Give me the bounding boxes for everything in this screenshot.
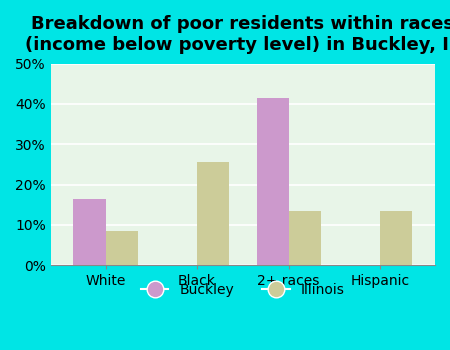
Bar: [105, 231, 138, 265]
Bar: [197, 162, 229, 265]
Title: Breakdown of poor residents within races
(income below poverty level) in Buckley: Breakdown of poor residents within races…: [25, 15, 450, 54]
Bar: [380, 211, 412, 265]
Bar: [256, 98, 288, 265]
Bar: [73, 199, 105, 265]
Legend: Buckley, Illinois: Buckley, Illinois: [135, 278, 351, 302]
Bar: [288, 211, 320, 265]
